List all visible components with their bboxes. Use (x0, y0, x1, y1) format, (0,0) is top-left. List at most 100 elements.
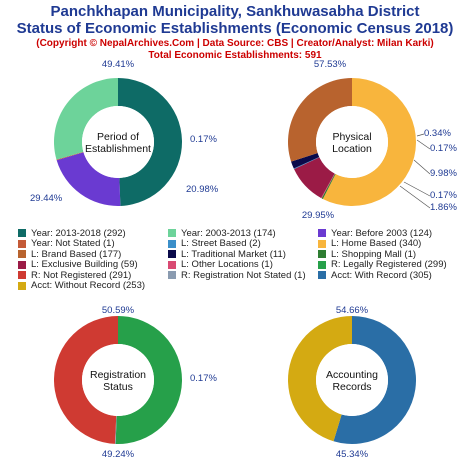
data-label: 50.59% (102, 305, 135, 316)
leader-line (403, 181, 431, 197)
slice-year-2003-2013 (54, 78, 118, 160)
legend-swatch (168, 239, 176, 248)
copyright-note: (Copyright © NepalArchives.Com | Data So… (36, 38, 434, 49)
leader-line (416, 133, 425, 137)
legend-item: L: Brand Based (177) (18, 248, 122, 260)
legend-item: Year: 2003-2013 (174) (168, 227, 276, 239)
legend-label: L: Brand Based (177) (31, 248, 122, 260)
leader-line (416, 139, 431, 150)
legend-swatch (18, 250, 26, 258)
legend-item: L: Other Locations (1) (168, 259, 273, 270)
legend-swatch (168, 229, 176, 237)
legend-swatch (18, 281, 26, 290)
legend-item: R: Registration Not Stated (1) (168, 269, 306, 281)
legend-item: Year: 2013-2018 (292) (18, 227, 126, 239)
chart-subtitle: Status of Economic Establishments (Econo… (16, 20, 454, 37)
donut-chart-1: Period of Establishment 49.41% 20.98% 0.17% 2… (30, 59, 219, 206)
legend-label: L: Home Based (340) (331, 238, 422, 249)
data-label: 54.66% (336, 305, 369, 316)
legend-label: Year: Before 2003 (124) (331, 227, 433, 239)
legend-item: L: Traditional Market (11) (168, 248, 286, 260)
slice-r-not-registered (54, 316, 118, 444)
center-label: Period of Establishment (85, 131, 151, 155)
data-label: 29.44% (30, 193, 63, 204)
legend-item: Year: Not Stated (1) (18, 238, 115, 249)
legend-label: L: Shopping Mall (1) (331, 248, 417, 260)
slice-acct-with-record (333, 316, 416, 444)
data-label: 9.98% (430, 168, 457, 179)
legend-label: Acct: Without Record (253) (31, 280, 146, 291)
slice-l-brand-based (287, 78, 352, 162)
legend-item: Year: Before 2003 (124) (318, 227, 433, 239)
slice-l-traditional-market (291, 153, 320, 169)
data-label: 0.17% (430, 143, 457, 154)
data-label: 57.53% (314, 59, 347, 70)
slice-r-registration-not-stated (114, 415, 117, 444)
legend-swatch (318, 250, 326, 258)
donut-hole (316, 106, 388, 178)
legend-label: Acct: With Record (305) (331, 269, 432, 281)
slice-year-before-2003 (56, 152, 121, 206)
donut-chart-3: Registration Status 50.59% 0.17% 49.24% (54, 305, 217, 460)
legend-label: R: Registration Not Stated (1) (181, 269, 306, 281)
legend-label: R: Not Registered (291) (31, 269, 132, 281)
legend-item: L: Street Based (2) (168, 238, 261, 249)
legend-swatch (168, 271, 176, 279)
data-label: 45.34% (336, 449, 369, 460)
legend-label: L: Traditional Market (11) (181, 248, 286, 260)
donut-chart-4: Accounting Records 54.66% 45.34% (288, 305, 416, 460)
data-label: 0.17% (190, 134, 217, 145)
legend-swatch (318, 229, 326, 237)
data-label: 0.17% (430, 190, 457, 201)
legend-label: Year: 2003-2013 (174) (181, 227, 276, 239)
data-label: 49.41% (102, 59, 135, 70)
center-label: Accounting Records (326, 369, 378, 393)
chart-title: Panchkhapan Municipality, Sankhuwasabha … (50, 3, 420, 20)
center-label: Physical Location (332, 131, 372, 155)
slice-l-home-based (322, 78, 416, 207)
legend-swatch (318, 271, 326, 279)
legend-item: L: Home Based (340) (318, 238, 422, 249)
leader-line (413, 159, 431, 175)
legend-label: Year: Not Stated (1) (31, 238, 115, 249)
slice-l-shopping-mall (321, 173, 336, 199)
slice-r-legally-registered (115, 316, 183, 444)
slice-year-2013-2018 (118, 78, 183, 206)
legend-label: R: Legally Registered (299) (331, 259, 447, 270)
legend-item: Acct: With Record (305) (318, 269, 432, 281)
center-label: Registration Status (90, 369, 146, 393)
legend: Year: 2013-2018 (292) Year: 2003-2013 (17… (0, 228, 470, 298)
data-label: 29.95% (302, 210, 335, 221)
legend-item: L: Shopping Mall (1) (318, 248, 417, 260)
legend-item: L: Exclusive Building (59) (18, 259, 138, 270)
legend-item: R: Legally Registered (299) (318, 259, 447, 270)
legend-label: L: Exclusive Building (59) (31, 259, 138, 270)
donut-hole (82, 344, 154, 416)
legend-swatch (18, 271, 26, 279)
data-label: 0.17% (190, 373, 217, 384)
slice-l-other-locations (321, 173, 335, 199)
legend-swatch (318, 239, 326, 248)
leader-line (399, 185, 431, 209)
slice-l-street-based (293, 156, 320, 170)
legend-item: R: Not Registered (291) (18, 269, 132, 281)
legend-swatch (18, 229, 26, 237)
data-label: 1.86% (430, 202, 457, 213)
donut-hole (82, 106, 154, 178)
total-count: Total Economic Establishments: 591 (148, 50, 322, 61)
legend-swatch (18, 260, 26, 269)
legend-swatch (18, 239, 26, 248)
data-label: 0.34% (424, 128, 451, 139)
slice-l-exclusive-building (294, 157, 335, 199)
legend-swatch (318, 260, 326, 269)
legend-item: Acct: Without Record (253) (18, 280, 146, 291)
legend-label: L: Other Locations (1) (181, 259, 273, 270)
slice-year-not-stated (56, 151, 84, 161)
data-label: 20.98% (186, 184, 219, 195)
slice-acct-without-record (288, 316, 352, 442)
donut-chart-2: Physical Location 57.53% 0.34% 0.17% 9.98% 0.1… (287, 59, 457, 221)
legend-label: Year: 2013-2018 (292) (31, 227, 126, 239)
legend-swatch (168, 260, 176, 269)
